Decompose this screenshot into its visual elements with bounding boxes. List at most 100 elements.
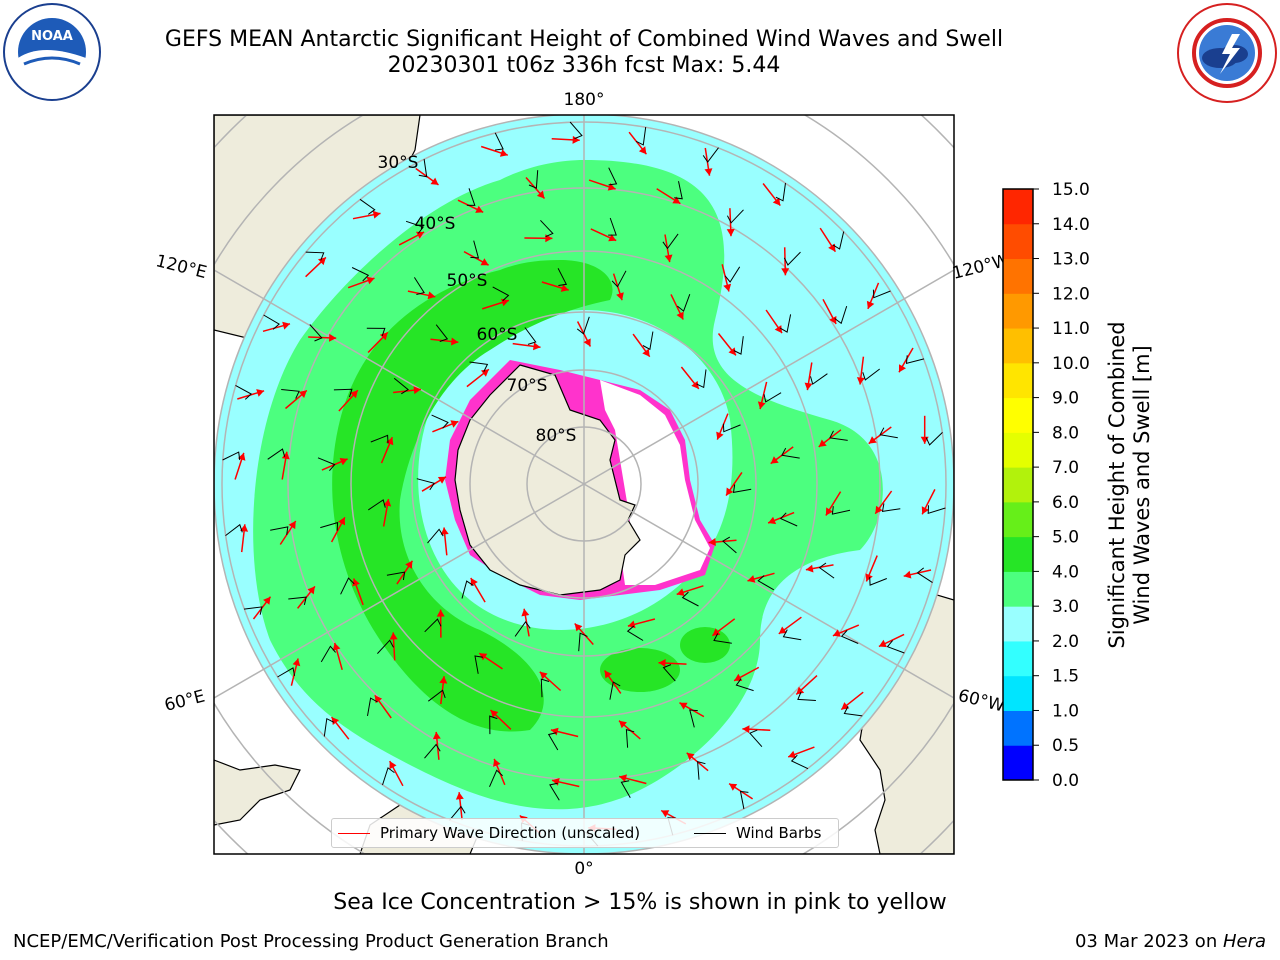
wave-arrow-head [708,538,716,546]
wave-arrow-head [723,283,732,292]
wave-arrow-head [691,380,699,389]
wave-arrow-head [728,347,736,356]
wave-arrow-head [439,676,448,684]
wind-barb [916,567,933,584]
wave-arrow-head [583,338,591,347]
wind-barb [469,361,489,372]
wave-arrow-head [539,671,548,680]
wave-arrow-head [772,197,781,206]
legend-item-wave-direction: Primary Wave Direction (unscaled) [338,824,640,842]
wave-arrow-head [379,332,388,341]
wave-arrow-head [768,516,777,525]
wave-arrow-head [329,333,337,342]
title-line-2: 20230301 t06z 336h fcst Max: 5.44 [387,53,781,78]
wind-barb [696,369,707,389]
wind-barb [514,620,531,637]
wave-arrow-head [332,642,341,651]
lon-label-120e: 120°E [154,251,209,283]
wave-arrow-head [818,439,827,447]
wind-barb [418,158,428,178]
wind-barb [461,580,474,599]
wave-arrow-head [658,659,666,667]
wave-patch-south [600,648,680,692]
wind-barb [474,655,483,674]
wave-arrow-head [385,437,394,446]
wave-arrow-head [479,653,488,661]
wave-arrow-head [427,291,436,300]
wave-arrow-head [389,632,398,640]
wind-barb [620,780,631,799]
wind-barb [413,277,425,295]
wind-barb [781,447,800,459]
wave-arrow-head [292,658,301,667]
wind-barb [225,523,243,536]
wind-barb [377,639,394,654]
wave-arrow-head [796,686,805,695]
wind-barb [277,667,296,678]
wave-arrow-head [899,364,906,373]
wave-arrow-head [307,586,315,595]
wave-arrow-head [604,670,612,679]
wave-arrow-head [475,205,484,213]
colorbar-segment [1003,640,1033,677]
wind-barb [662,233,679,250]
wind-barb [317,457,336,472]
wind-barb [642,331,654,351]
wind-barb [608,217,617,236]
wind-barb [492,286,510,302]
lat-label-50s: 50°S [447,271,488,291]
colorbar-tick-label: 9.0 [1052,389,1079,409]
noaa-logo-text: NOAA [31,29,73,44]
lon-label-0: 0° [574,859,593,879]
wave-arrow-head [552,778,560,786]
lat-label-30s: 30°S [378,153,419,173]
wave-arrow-head [339,458,348,466]
wave-arrow-head [481,369,489,377]
wave-arrow-head [413,386,421,395]
wind-barb [547,732,559,751]
wave-patch-southeast [680,627,730,663]
wind-barb [739,790,749,810]
wave-arrow-head [672,196,681,204]
wave-arrow-head [829,316,837,324]
wind-barb [662,664,676,682]
wind-barb [879,427,898,439]
wave-arrow-head [455,792,464,800]
wind-barb [886,640,905,654]
wind-barb [775,182,786,202]
colorbar-tick-label: 6.0 [1052,493,1079,513]
legend-wave-label: Primary Wave Direction (unscaled) [380,824,641,842]
colorbar-segment [1003,328,1033,364]
lat-label-40s: 40°S [415,214,456,234]
wind-barb [818,562,835,579]
wind-barb [489,769,503,787]
wave-arrow-head [704,168,713,176]
wave-arrow-head [619,720,627,729]
wind-barb [713,633,732,644]
wave-arrow-head [560,284,569,292]
colorbar-segment [1003,223,1033,260]
wave-arrow-head [493,758,501,767]
wind-barb [779,512,798,527]
wind-barb [790,754,809,770]
wind-barb [305,251,325,261]
wave-arrow-head [499,149,508,157]
wave-arrow-head [436,609,445,617]
colorbar-tick-label: 1.0 [1052,701,1079,721]
wave-arrow-head [866,300,875,309]
wave-arrow-head [778,626,787,634]
graticule [214,115,954,854]
wind-barb [763,392,782,403]
wave-arrow-head [490,710,499,718]
colorbar-tick-label: 15.0 [1052,180,1090,200]
wind-barb [427,528,444,544]
colorbar-tick-label: 1.5 [1052,667,1079,687]
wind-barb [834,305,848,325]
wind-barb [263,314,280,330]
wind-barb [470,240,480,259]
wind-barb [366,327,386,337]
wave-arrow-head [676,588,685,596]
wind-barb [540,219,554,238]
lat-label-80s: 80°S [536,426,577,446]
wind-barb [635,127,647,146]
